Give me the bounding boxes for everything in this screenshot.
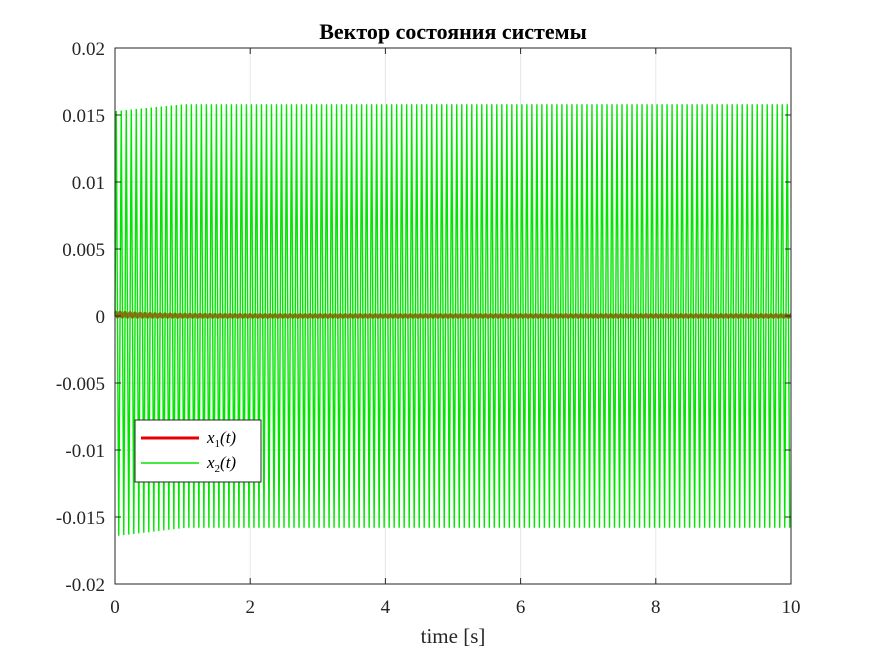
series-x2-line bbox=[114, 104, 791, 536]
x-tick-label: 2 bbox=[245, 597, 255, 618]
y-tick-label: 0 bbox=[96, 307, 106, 328]
x-tick-label: 8 bbox=[651, 597, 661, 618]
y-tick-label: -0.005 bbox=[56, 374, 105, 395]
chart-title: Вектор состояния системы bbox=[319, 19, 587, 44]
y-tick-label: -0.015 bbox=[56, 508, 105, 529]
axis-ticks bbox=[114, 47, 792, 585]
series-layer bbox=[113, 104, 792, 536]
legend-label-x1: x1(t) bbox=[206, 428, 236, 450]
y-tick-label: 0.02 bbox=[72, 39, 105, 60]
x-axis-label: time [s] bbox=[421, 624, 486, 648]
legend[interactable]: x1(t) x2(t) bbox=[134, 419, 262, 483]
tick-labels: 0 2 4 6 8 10 -0.02 -0.015 -0.01 -0.005 0 0.005 0.01 0… bbox=[56, 39, 801, 618]
y-tick-label: 0.01 bbox=[72, 173, 105, 194]
series-x1-line bbox=[113, 310, 792, 319]
legend-box bbox=[134, 419, 262, 483]
legend-label-x2: x2(t) bbox=[206, 453, 236, 475]
x-tick-label: 4 bbox=[381, 597, 391, 618]
x-tick-label: 6 bbox=[516, 597, 526, 618]
x-tick-label: 0 bbox=[110, 597, 120, 618]
y-tick-label: -0.01 bbox=[65, 441, 105, 462]
x-tick-label: 10 bbox=[782, 597, 801, 618]
y-tick-label: 0.005 bbox=[62, 240, 105, 261]
y-tick-label: -0.02 bbox=[65, 575, 105, 596]
y-tick-label: 0.015 bbox=[62, 106, 105, 127]
